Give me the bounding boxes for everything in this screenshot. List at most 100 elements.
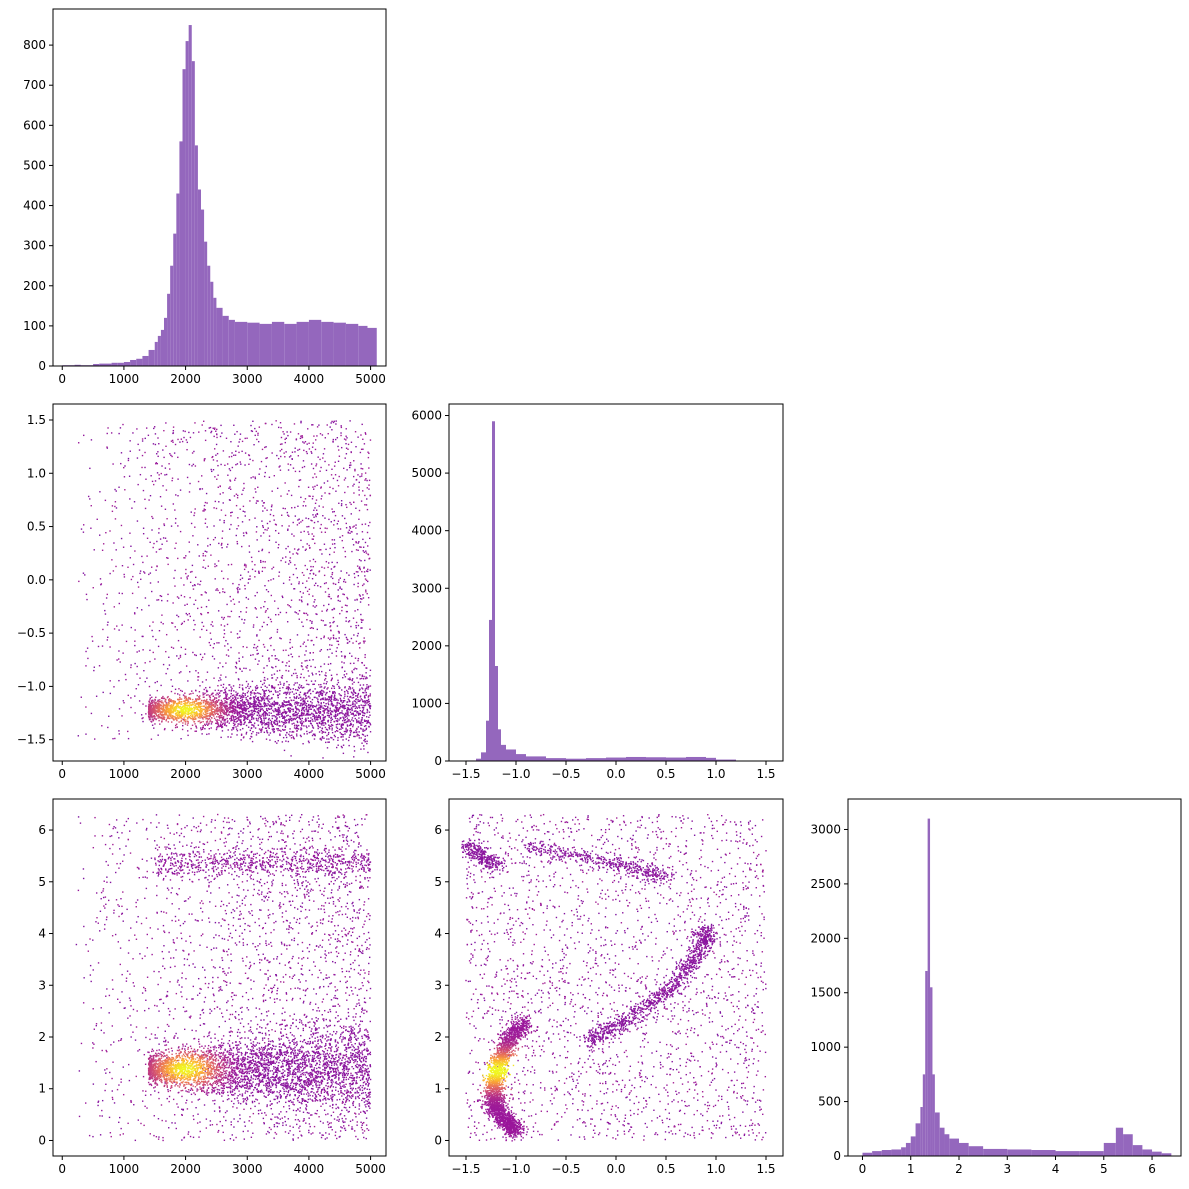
scatter-point (224, 633, 225, 634)
scatter-point (298, 486, 299, 487)
scatter-point (328, 734, 329, 735)
scatter-point (221, 617, 222, 618)
scatter-point (329, 708, 330, 709)
scatter-point (165, 673, 166, 674)
scatter-point (214, 658, 215, 659)
scatter-point (249, 578, 250, 579)
scatter-point (123, 700, 124, 701)
scatter-point (161, 702, 162, 703)
scatter-point (295, 515, 296, 516)
scatter-point (240, 729, 241, 730)
scatter-point (289, 716, 290, 717)
scatter-point (152, 718, 153, 719)
scatter-point (332, 441, 333, 442)
scatter-point (252, 421, 253, 422)
scatter-point (343, 468, 344, 469)
scatter-point (315, 449, 316, 450)
scatter-point (339, 717, 340, 718)
scatter-point (199, 488, 200, 489)
scatter-point (353, 663, 354, 664)
scatter-point (269, 739, 270, 740)
scatter-point (278, 544, 279, 545)
scatter-point (288, 516, 289, 517)
scatter-point (142, 438, 143, 439)
scatter-point (90, 528, 91, 529)
scatter-point (246, 611, 247, 612)
scatter-point (278, 458, 279, 459)
scatter-point (361, 678, 362, 679)
scatter-point (187, 614, 188, 615)
scatter-point (276, 717, 277, 718)
scatter-point (187, 477, 188, 478)
scatter-point (158, 443, 159, 444)
scatter-point (275, 420, 276, 421)
scatter-point (353, 502, 354, 503)
scatter-point (258, 708, 259, 709)
scatter-point (358, 720, 359, 721)
scatter-point (343, 745, 344, 746)
scatter-point (246, 699, 247, 700)
x-tick-label: 2 (955, 1162, 963, 1176)
scatter-point (217, 719, 218, 720)
y-tick-label: 200 (23, 279, 46, 293)
scatter-point (342, 540, 343, 541)
scatter-point (180, 738, 181, 739)
scatter-point (323, 702, 324, 703)
scatter-point (241, 546, 242, 547)
scatter-point (301, 713, 302, 714)
histogram-bar (940, 1128, 945, 1156)
scatter-point (218, 726, 219, 727)
scatter-point (308, 443, 309, 444)
scatter-point (155, 444, 156, 445)
scatter-point (354, 577, 355, 578)
scatter-point (340, 435, 341, 436)
scatter-point (349, 719, 350, 720)
scatter-point (354, 750, 355, 751)
scatter-point (330, 422, 331, 423)
scatter-point (349, 730, 350, 731)
scatter-point (313, 710, 314, 711)
scatter-point (336, 724, 337, 725)
scatter-point (230, 524, 231, 525)
scatter-point (307, 428, 308, 429)
scatter-point (252, 654, 253, 655)
scatter-point (170, 679, 171, 680)
scatter-point (177, 629, 178, 630)
scatter-point (267, 703, 268, 704)
scatter-point (300, 646, 301, 647)
scatter-point (151, 738, 152, 739)
scatter-point (145, 479, 146, 480)
scatter-point (366, 570, 367, 571)
scatter-point (306, 526, 307, 527)
scatter-point (367, 545, 368, 546)
scatter-point (338, 686, 339, 687)
scatter-point (224, 592, 225, 593)
y-tick-label: 1000 (810, 1040, 841, 1054)
scatter-point (226, 712, 227, 713)
scatter-point (316, 605, 317, 606)
scatter-point (350, 528, 351, 529)
scatter-point (188, 701, 189, 702)
scatter-point (305, 565, 306, 566)
scatter-point (331, 474, 332, 475)
scatter-point (229, 616, 230, 617)
scatter-point (234, 604, 235, 605)
scatter-point (366, 552, 367, 553)
scatter-point (153, 705, 154, 706)
scatter-point (332, 511, 333, 512)
scatter-point (320, 433, 321, 434)
scatter-point (230, 596, 231, 597)
scatter-point (171, 701, 172, 702)
scatter-point (177, 495, 178, 496)
scatter-point (347, 598, 348, 599)
scatter-point (209, 712, 210, 713)
scatter-point (328, 433, 329, 434)
scatter-point (249, 459, 250, 460)
scatter-point (267, 523, 268, 524)
scatter-point (233, 717, 234, 718)
scatter-point (190, 699, 191, 700)
scatter-point (361, 687, 362, 688)
scatter-point (325, 694, 326, 695)
histogram-bar (916, 1123, 921, 1156)
scatter-point (349, 735, 350, 736)
